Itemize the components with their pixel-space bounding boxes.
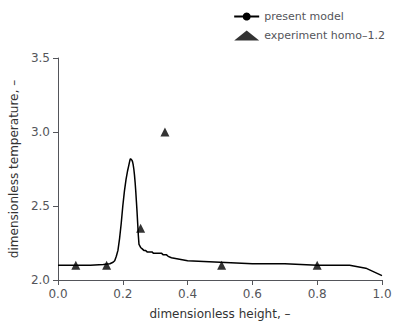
svg-text:0.2: 0.2 (113, 287, 132, 301)
svg-text:0.0: 0.0 (48, 287, 67, 301)
svg-text:2.0: 2.0 (31, 273, 50, 287)
svg-text:2.5: 2.5 (31, 199, 50, 213)
svg-text:dimensionless height, –: dimensionless height, – (149, 307, 290, 321)
svg-text:3.0: 3.0 (31, 125, 50, 139)
svg-text:experiment homo–1.2: experiment homo–1.2 (264, 29, 385, 42)
svg-text:present model: present model (264, 10, 344, 23)
svg-text:0.8: 0.8 (308, 287, 327, 301)
svg-text:dimensionless temperature, –: dimensionless temperature, – (7, 80, 21, 258)
svg-text:3.5: 3.5 (31, 51, 50, 65)
svg-text:0.4: 0.4 (178, 287, 197, 301)
svg-text:1.0: 1.0 (372, 287, 391, 301)
svg-text:0.6: 0.6 (243, 287, 262, 301)
